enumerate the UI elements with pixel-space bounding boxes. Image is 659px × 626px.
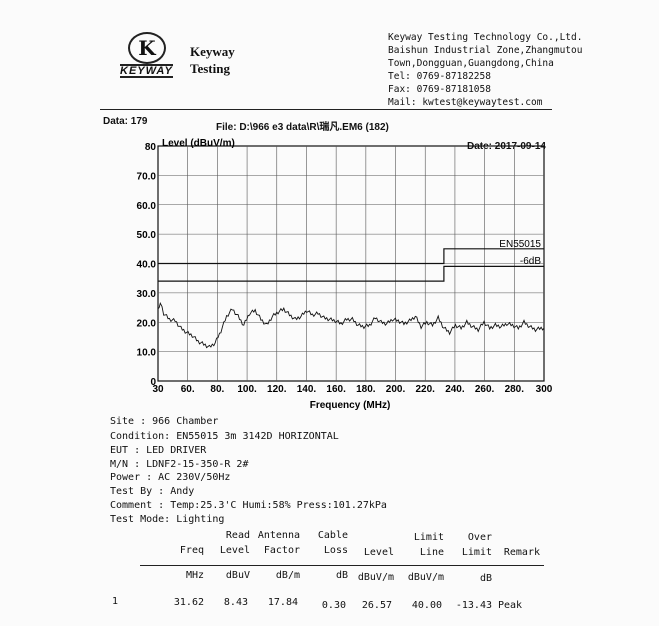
y-tick-label: 70.0 [137, 171, 157, 182]
y-tick-label: 50.0 [137, 230, 157, 241]
th-freq: Freq [179, 545, 204, 556]
cell-ant: 17.84 [267, 597, 298, 608]
info-power: Power : AC 230V/50Hz [110, 472, 231, 483]
x-tick-label: 280. [505, 384, 525, 395]
x-tick-label: 140. [297, 384, 317, 395]
y-tick-label: 0 [150, 377, 156, 388]
address-line-3: Town,Dongguan,Guangdong,China [388, 58, 554, 69]
limit-line-en55015 [158, 248, 544, 265]
tel-line: Tel: 0769-87182258 [388, 71, 491, 82]
y-tick-label: 40.0 [137, 260, 157, 271]
info-comment: Comment : Temp:25.3'C Humi:58% Press:101… [110, 500, 387, 511]
x-tick-label: 60. [181, 384, 195, 395]
x-tick-label: 200. [386, 384, 406, 395]
unit-freq: MHz [185, 570, 204, 581]
header-rule [100, 109, 552, 110]
th-remark: Remark [503, 547, 540, 558]
y-tick-label: 80 [145, 142, 157, 153]
address-line-2: Baishun Industrial Zone,Zhangmutou [388, 45, 583, 56]
th-loss: Loss [323, 545, 348, 556]
data-label: Data: 179 [103, 116, 148, 127]
th-cable: Cable [317, 530, 348, 541]
x-tick-label: 120. [267, 384, 287, 395]
cell-level: 26.57 [361, 600, 392, 611]
x-axis-label: Frequency (MHz) [310, 400, 391, 411]
series-lines [157, 248, 545, 349]
th-limit: Limit [413, 532, 444, 543]
unit-over: dB [479, 573, 492, 584]
x-tick-label: 300 [536, 384, 553, 395]
th-level: Level [363, 547, 394, 558]
info-site: Site : 966 Chamber [110, 416, 219, 427]
th-factor: Factor [263, 545, 300, 556]
mail-line: Mail: kwtest@keywaytest.com [388, 97, 543, 108]
fax-line: Fax: 0769-87181058 [388, 84, 491, 95]
th-over: Over [467, 532, 492, 543]
x-tick-label: 30 [152, 384, 164, 395]
info-mn: M/N : LDNF2-15-350-R 2# [110, 459, 249, 470]
info-eut: EUT : LED DRIVER [110, 445, 207, 456]
file-label: File: D:\966 e3 data\R\瑞凡.EM6 (182) [216, 122, 389, 133]
x-tick-label: 180. [356, 384, 376, 395]
info-test-by: Test By : Andy [110, 486, 195, 497]
x-tick-label: 160. [326, 384, 346, 395]
th-antenna: Antenna [257, 530, 300, 541]
unit-limit: dBuV/m [407, 572, 444, 583]
x-tick-labels: 30 60. 80. 100. 120. 140. 160. 180. 200. 220. 240.… [152, 384, 552, 395]
y-tick-label: 60.0 [137, 201, 157, 212]
y-tick-labels: 0 10.0 20.0 30.0 40.0 50.0 60.0 70.0 80 [137, 142, 157, 388]
unit-ant: dB/m [275, 570, 300, 581]
measurement-trace [157, 301, 545, 349]
cell-remark: Peak [498, 600, 523, 611]
th-line: Line [419, 547, 444, 558]
address-line-1: Keyway Testing Technology Co.,Ltd. [388, 32, 583, 43]
x-tick-label: 80. [210, 384, 224, 395]
cell-freq: 31.62 [173, 597, 204, 608]
info-condition: Condition: EN55015 3m 3142D HORIZONTAL [110, 431, 339, 442]
x-tick-label: 240. [445, 384, 465, 395]
brand-line-1: Keyway [190, 44, 235, 59]
unit-cable: dB [335, 570, 348, 581]
cell-limit: 40.00 [411, 600, 442, 611]
unit-read: dBuV [225, 570, 250, 581]
cell-no: 1 [112, 596, 119, 607]
cell-over: -13.43 [455, 600, 492, 611]
y-tick-label: 10.0 [137, 348, 157, 359]
th-over-limit: Limit [461, 547, 492, 558]
company-logo: K [128, 32, 166, 64]
y-tick-label: 20.0 [137, 318, 157, 329]
brand-line-2: Testing [190, 61, 230, 76]
x-tick-label: 100. [237, 384, 257, 395]
cell-read: 8.43 [223, 597, 248, 608]
y-axis-label: Level (dBuV/m) [162, 138, 235, 149]
y-tick-label: 30.0 [137, 289, 157, 300]
info-test-mode: Test Mode: Lighting [110, 514, 225, 525]
th-read: Read [225, 530, 250, 541]
company-logo-word: KEYWAY [120, 64, 173, 78]
cell-cable: 0.30 [321, 600, 346, 611]
x-tick-label: 260. [475, 384, 495, 395]
table-rule [140, 565, 544, 566]
th-read-level: Level [219, 545, 250, 556]
legend-en55015: EN55015 [499, 239, 541, 250]
legend-6db: -6dB [520, 256, 541, 267]
x-tick-label: 220. [415, 384, 435, 395]
unit-level: dBuV/m [357, 572, 394, 583]
limit-line-6db [158, 265, 544, 282]
